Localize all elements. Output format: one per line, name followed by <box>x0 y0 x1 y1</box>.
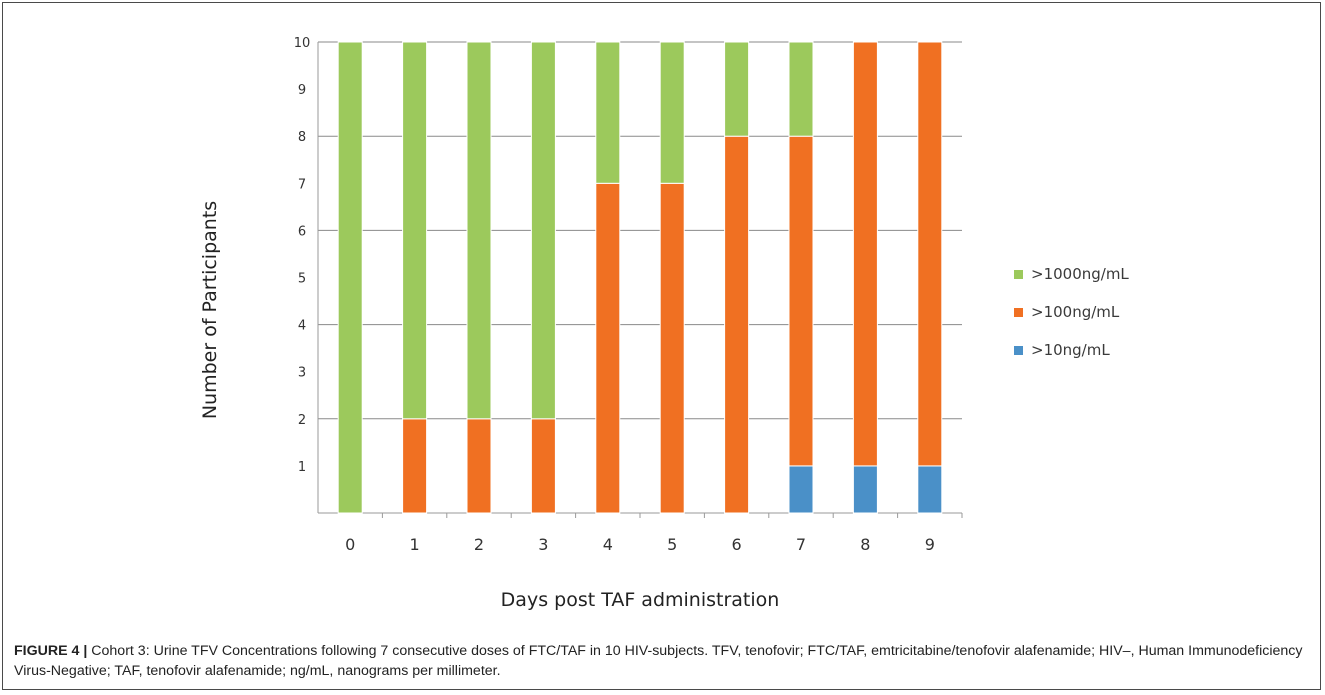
legend-item-100: >100ng/mL <box>1014 300 1129 324</box>
bar-segment-2-series-1 <box>466 418 492 514</box>
x-tick-label-2: 2 <box>474 535 484 554</box>
legend-swatch-100 <box>1014 307 1023 317</box>
legend-swatch-1000 <box>1014 269 1023 279</box>
y-axis-title: Number of Participants <box>199 201 221 419</box>
caption-text: Cohort 3: Urine TFV Concentrations follo… <box>14 643 1303 679</box>
y-tick-label-9: 9 <box>298 83 306 98</box>
bar-segment-5-series-2 <box>659 41 685 184</box>
caption-label: FIGURE 4 | <box>14 643 88 659</box>
bar-segment-7-series-2 <box>788 41 814 137</box>
x-tick-label-6: 6 <box>732 535 742 554</box>
y-tick-label-5: 5 <box>298 272 306 287</box>
x-tick-label-7: 7 <box>796 535 806 554</box>
bar-segment-2-series-2 <box>466 41 492 420</box>
x-axis-title: Days post TAF administration <box>501 589 780 611</box>
y-tick-label-10: 10 <box>294 36 311 51</box>
figure-caption: FIGURE 4 | Cohort 3: Urine TFV Concentra… <box>14 641 1309 681</box>
bar-segment-1-series-1 <box>402 418 428 514</box>
bar-segment-5-series-1 <box>659 182 685 514</box>
x-tick-label-9: 9 <box>925 535 935 554</box>
bar-segment-1-series-2 <box>402 41 428 420</box>
y-tick-label-6: 6 <box>298 224 306 239</box>
legend-swatch-10 <box>1014 345 1023 355</box>
x-tick-label-1: 1 <box>410 535 420 554</box>
x-tick-label-8: 8 <box>860 535 870 554</box>
legend-label-100: >100ng/mL <box>1031 303 1120 321</box>
y-tick-label-3: 3 <box>298 366 306 381</box>
x-tick-label-3: 3 <box>538 535 548 554</box>
bar-segment-7-series-1 <box>788 135 814 467</box>
y-tick-label-7: 7 <box>298 177 306 192</box>
bar-segment-4-series-2 <box>595 41 621 184</box>
bar-segment-6-series-2 <box>724 41 750 137</box>
bar-segment-9-series-0 <box>917 465 943 514</box>
x-tick-label-5: 5 <box>667 535 677 554</box>
bar-segment-4-series-1 <box>595 182 621 514</box>
bar-segment-3-series-2 <box>530 41 556 420</box>
y-tick-label-4: 4 <box>298 319 306 334</box>
bar-segment-8-series-0 <box>852 465 878 514</box>
bar-segment-3-series-1 <box>530 418 556 514</box>
bar-segment-0-series-2 <box>337 41 363 514</box>
chart-legend: >1000ng/mL >100ng/mL >10ng/mL <box>1014 262 1129 376</box>
legend-item-10: >10ng/mL <box>1014 338 1129 362</box>
y-tick-label-8: 8 <box>298 130 306 145</box>
bar-segment-8-series-1 <box>852 41 878 467</box>
y-tick-label-1: 1 <box>298 460 306 475</box>
x-tick-label-4: 4 <box>603 535 613 554</box>
stacked-bar-chart: 1 2 3 4 5 6 7 8 9 10 0 1 2 3 4 5 6 7 8 9 Days post TAF admin… <box>199 36 963 611</box>
legend-item-1000: >1000ng/mL <box>1014 262 1129 286</box>
legend-label-1000: >1000ng/mL <box>1031 265 1129 283</box>
bar-segment-6-series-1 <box>724 135 750 514</box>
legend-label-10: >10ng/mL <box>1031 341 1110 359</box>
bar-segment-7-series-0 <box>788 465 814 514</box>
y-tick-label-2: 2 <box>298 413 306 428</box>
x-tick-label-0: 0 <box>345 535 355 554</box>
bar-segment-9-series-1 <box>917 41 943 467</box>
